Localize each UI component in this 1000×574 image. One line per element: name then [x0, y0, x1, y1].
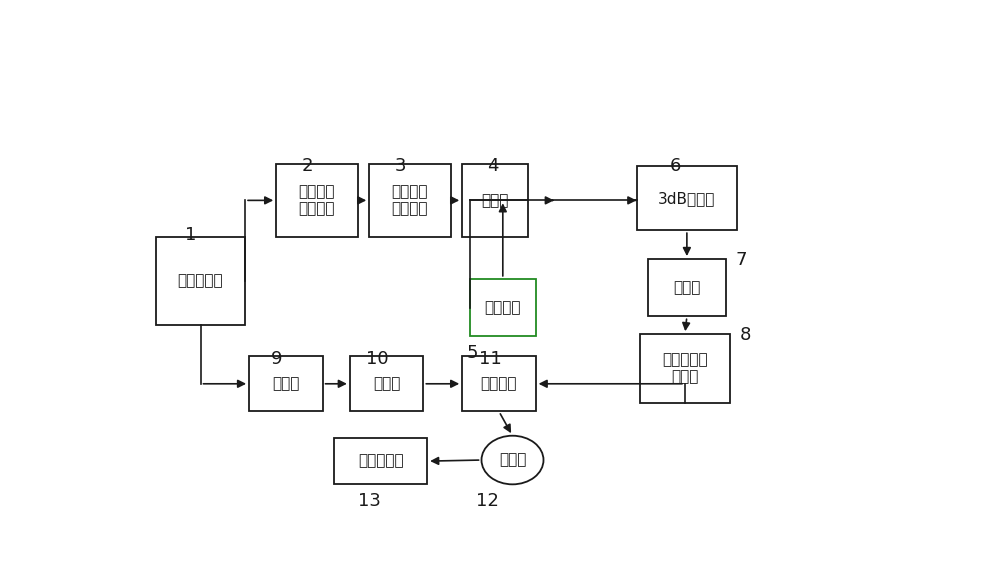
Text: 8: 8 — [739, 326, 751, 344]
Text: 第三调制放
大单元: 第三调制放 大单元 — [662, 352, 708, 385]
Bar — [470, 279, 536, 336]
Bar — [276, 164, 358, 237]
Bar — [637, 166, 737, 230]
Text: 光产生单元: 光产生单元 — [178, 274, 223, 289]
Text: 光电探测器: 光电探测器 — [358, 453, 404, 468]
Bar — [462, 356, 536, 412]
Text: 5: 5 — [466, 344, 478, 362]
Text: 2: 2 — [301, 157, 313, 175]
Text: 13: 13 — [358, 492, 381, 510]
Text: 1: 1 — [185, 226, 197, 244]
Bar — [369, 164, 450, 237]
Text: 第二调制
放大单元: 第二调制 放大单元 — [392, 184, 428, 216]
Bar — [350, 356, 423, 412]
Bar — [462, 164, 528, 237]
Text: 11: 11 — [479, 350, 502, 367]
Text: 扰偏器: 扰偏器 — [272, 377, 300, 391]
Text: 3: 3 — [394, 157, 406, 175]
Text: 3dB耦合器: 3dB耦合器 — [658, 191, 716, 205]
Text: 9: 9 — [270, 350, 282, 367]
Text: 起偏器: 起偏器 — [673, 280, 701, 295]
Bar — [640, 334, 730, 402]
Text: 4: 4 — [487, 157, 499, 175]
Text: 隔离器: 隔离器 — [373, 377, 400, 391]
Ellipse shape — [482, 436, 544, 484]
Text: 7: 7 — [735, 251, 747, 269]
Bar — [156, 237, 245, 325]
Text: 12: 12 — [476, 492, 499, 510]
Text: 第一调制
放大单元: 第一调制 放大单元 — [299, 184, 335, 216]
Text: 滤波器: 滤波器 — [481, 193, 509, 208]
Text: 10: 10 — [366, 350, 388, 367]
Text: 环形器: 环形器 — [499, 452, 526, 468]
Text: 传感光纤: 传感光纤 — [481, 377, 517, 391]
Bar — [249, 356, 323, 412]
Bar — [334, 438, 427, 484]
Text: 延时光纤: 延时光纤 — [485, 300, 521, 315]
Text: 6: 6 — [670, 157, 681, 175]
Bar — [648, 259, 726, 316]
